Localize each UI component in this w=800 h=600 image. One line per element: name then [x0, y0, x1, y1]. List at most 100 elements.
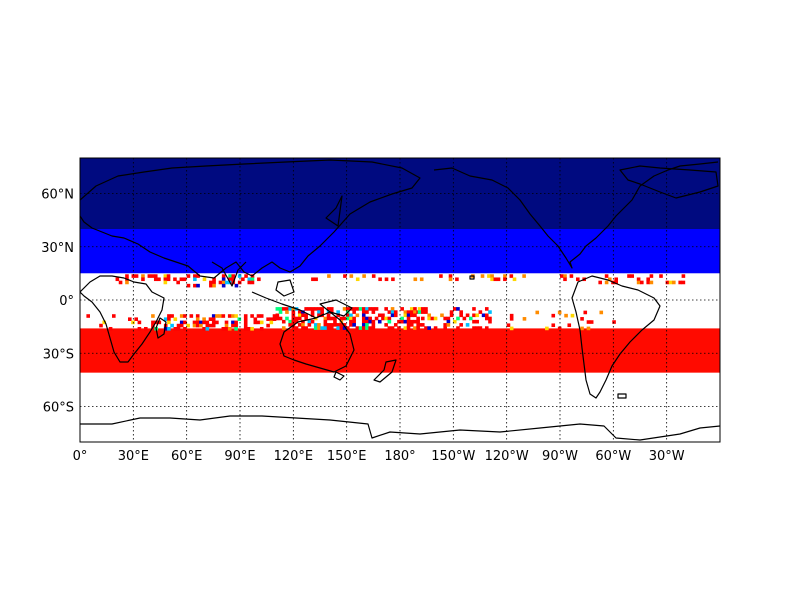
scatter-cell — [427, 313, 431, 318]
scatter-cell — [329, 326, 334, 330]
scatter-cell — [342, 326, 347, 330]
scatter-cell — [147, 274, 152, 278]
scatter-cell — [150, 274, 155, 278]
scatter-cell — [557, 310, 562, 315]
scatter-cell — [365, 319, 369, 324]
scatter-cell — [278, 310, 283, 314]
scatter-cell — [420, 316, 425, 321]
scatter-cell — [86, 314, 90, 318]
scatter-cell — [179, 323, 184, 328]
coast-india — [211, 261, 247, 287]
scatter-cell — [323, 323, 328, 327]
scatter-cell — [313, 307, 318, 311]
scatter-cell — [551, 323, 556, 328]
coast-madagascar — [155, 317, 167, 339]
scatter-cell — [589, 320, 594, 324]
scatter-cell — [320, 326, 324, 330]
lon-tick-label: 60°W — [595, 449, 631, 464]
scatter-cell — [231, 274, 236, 278]
scatter-cell — [186, 283, 191, 288]
scatter-cell — [649, 274, 654, 278]
scatter-cell — [378, 277, 382, 282]
scatter-cell — [186, 323, 190, 328]
scatter-cell — [397, 319, 401, 324]
scatter-cell — [281, 326, 286, 330]
scatter-cell — [285, 307, 289, 311]
scatter-cell — [358, 326, 363, 330]
scatter-cell — [583, 310, 588, 315]
scatter-cell — [320, 310, 324, 314]
scatter-cell — [365, 310, 369, 314]
scatter-cell — [440, 313, 444, 318]
scatter-cell — [439, 274, 443, 278]
scatter-cell — [278, 316, 283, 321]
scatter-cell — [371, 319, 376, 324]
scatter-cell — [208, 317, 213, 321]
scatter-cell — [400, 319, 404, 324]
scatter-cell — [326, 313, 331, 318]
scatter-cell — [243, 323, 248, 328]
scatter-cell — [448, 274, 453, 278]
scatter-cell — [310, 313, 315, 318]
scatter-cell — [406, 313, 411, 318]
scatter-cell — [478, 310, 483, 314]
scatter-cell — [668, 280, 673, 285]
scatter-cell — [323, 316, 328, 321]
scatter-cell — [224, 326, 229, 331]
scatter-cell — [134, 317, 138, 321]
scatter-cell — [291, 310, 296, 314]
scatter-cell — [420, 310, 425, 314]
scatter-cell — [416, 316, 420, 321]
scatter-cell — [208, 323, 213, 328]
scatter-cell — [374, 307, 379, 311]
scatter-cell — [390, 313, 395, 318]
scatter-cell — [336, 313, 340, 318]
scatter-cell — [478, 326, 483, 330]
lon-tick-label: 60°E — [171, 449, 202, 464]
scatter-cell — [256, 314, 261, 318]
scatter-cell — [614, 280, 618, 285]
scatter-cell — [215, 320, 219, 325]
scatter-cell — [449, 310, 454, 314]
scatter-cell — [352, 319, 356, 324]
coast-south-america — [571, 275, 661, 399]
scatter-cell — [224, 323, 229, 328]
scatter-cell — [522, 317, 527, 321]
scatter-cell — [570, 313, 575, 318]
scatter-cell — [475, 326, 479, 330]
scatter-cell — [259, 314, 264, 318]
scatter-cell — [231, 320, 235, 325]
scatter-cell — [342, 316, 347, 321]
scatter-cell — [243, 314, 248, 318]
scatter-cell — [115, 277, 120, 282]
scatter-cell — [202, 317, 206, 321]
scatter-cell — [294, 316, 299, 321]
scatter-cell — [512, 277, 517, 282]
scatter-cell — [456, 307, 460, 311]
scatter-cell — [377, 319, 382, 324]
scatter-cell — [446, 316, 451, 321]
scatter-cell — [390, 326, 395, 330]
scatter-cell — [313, 326, 318, 330]
scatter-cell — [406, 326, 411, 330]
scatter-cell — [475, 313, 479, 318]
scatter-cell — [281, 307, 286, 311]
scatter-cell — [285, 316, 289, 321]
scatter-cell — [237, 274, 242, 278]
lat-tick-label: 0° — [59, 294, 74, 309]
scatter-cell — [108, 326, 113, 331]
scatter-cell — [243, 317, 248, 321]
scatter-cell — [237, 317, 242, 321]
scatter-cell — [307, 307, 312, 311]
scatter-cell — [563, 274, 567, 278]
scatter-cell — [327, 274, 331, 278]
scatter-cell — [468, 316, 473, 321]
scatter-cell — [297, 316, 302, 321]
scatter-cell — [291, 326, 296, 330]
scatter-cell — [361, 313, 366, 318]
scatter-cell — [304, 307, 308, 311]
scatter-cell — [221, 274, 226, 278]
scatter-cell — [390, 307, 395, 311]
scatter-cell — [310, 319, 315, 324]
